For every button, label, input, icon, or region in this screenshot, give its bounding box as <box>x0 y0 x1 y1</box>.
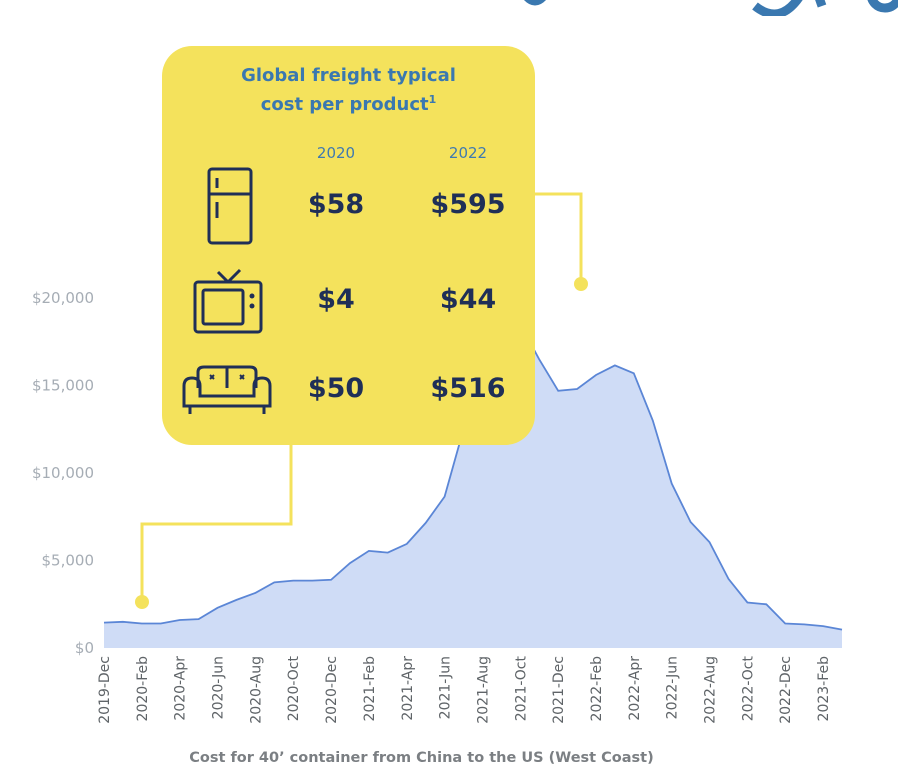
sofa-icon <box>182 365 272 414</box>
fridge-cost-2020: $58 <box>307 189 365 220</box>
sofa-cost-2022: $516 <box>430 373 506 404</box>
tv-cost-2020: $4 <box>317 284 355 315</box>
x-tick-label: 2022-Oct <box>740 655 756 721</box>
x-tick-label: 2021-Oct <box>513 655 529 721</box>
chart-caption: Cost for 40’ container from China to the… <box>189 750 654 766</box>
x-tick-label: 2022-Aug <box>703 656 719 724</box>
x-tick-label: 2022-Dec <box>778 656 794 724</box>
cropped-heading-fragment <box>360 0 898 16</box>
television-icon <box>193 268 263 334</box>
x-tick-label: 2020-Apr <box>173 656 189 721</box>
x-tick-label: 2022-Apr <box>627 656 643 721</box>
x-tick-label: 2021-Jun <box>438 656 454 719</box>
x-tick-label: 2020-Dec <box>324 656 340 724</box>
title-footnote: 1 <box>428 93 437 106</box>
x-tick-label: 2020-Feb <box>135 656 151 722</box>
x-tick-label: 2020-Jun <box>211 656 227 719</box>
fridge-cost-2022: $595 <box>430 189 506 220</box>
sofa-cost-2020: $50 <box>307 373 365 404</box>
card-title: Global freight typical cost per product1 <box>162 64 535 117</box>
y-tick-label: $20,000 <box>32 289 94 307</box>
y-tick-label: $15,000 <box>32 377 94 395</box>
year-2022-header: 2022 <box>448 144 488 162</box>
x-tick-label: 2020-Aug <box>248 656 264 724</box>
y-tick-label: $0 <box>75 639 94 657</box>
connector-dot-right <box>574 277 588 291</box>
y-tick-label: $10,000 <box>32 464 94 482</box>
card-title-line1: Global freight typical <box>241 65 456 86</box>
cost-area <box>104 303 842 648</box>
card-title-line2: cost per product <box>260 94 429 115</box>
year-2020-header: 2020 <box>316 144 356 162</box>
x-tick-label: 2021-Feb <box>362 656 378 722</box>
x-tick-label: 2021-Aug <box>476 656 492 724</box>
connector-right <box>530 192 583 283</box>
freight-cost-card: Global freight typical cost per product1… <box>162 46 535 445</box>
tv-cost-2022: $44 <box>439 284 497 315</box>
y-tick-label: $5,000 <box>42 552 95 570</box>
x-tick-label: 2019-Dec <box>97 656 113 724</box>
x-tick-label: 2021-Dec <box>551 656 567 724</box>
x-tick-label: 2022-Jun <box>665 656 681 719</box>
connector-left <box>140 440 293 601</box>
connector-dot-left <box>135 595 149 609</box>
refrigerator-icon <box>207 167 253 245</box>
x-tick-label: 2021-Apr <box>400 656 416 721</box>
x-tick-label: 2020-Oct <box>286 655 302 721</box>
x-tick-label: 2022-Feb <box>589 656 605 722</box>
x-tick-label: 2023-Feb <box>816 656 832 722</box>
